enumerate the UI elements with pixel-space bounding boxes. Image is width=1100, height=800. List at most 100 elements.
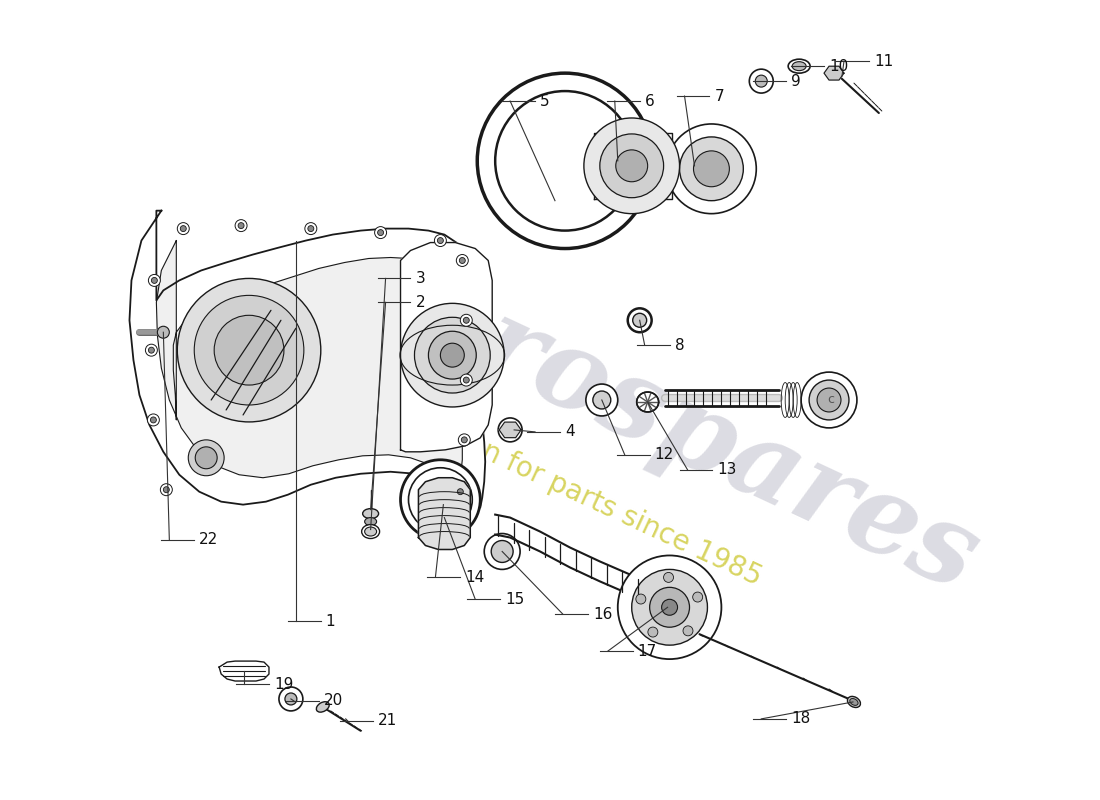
Text: 4: 4 xyxy=(565,424,574,439)
Circle shape xyxy=(456,254,469,266)
Polygon shape xyxy=(499,422,521,438)
Circle shape xyxy=(661,599,678,615)
Circle shape xyxy=(650,587,690,627)
Circle shape xyxy=(628,308,651,332)
Text: 20: 20 xyxy=(323,694,343,709)
Text: 13: 13 xyxy=(717,462,737,478)
Text: 12: 12 xyxy=(654,447,674,462)
Text: 8: 8 xyxy=(674,338,684,353)
Text: 6: 6 xyxy=(645,94,654,109)
Ellipse shape xyxy=(364,527,376,536)
Circle shape xyxy=(463,377,470,383)
Circle shape xyxy=(145,344,157,356)
Circle shape xyxy=(279,687,302,711)
Circle shape xyxy=(810,380,849,420)
Circle shape xyxy=(148,274,161,286)
Circle shape xyxy=(305,222,317,234)
Circle shape xyxy=(460,314,472,326)
Polygon shape xyxy=(400,242,492,452)
Circle shape xyxy=(498,418,522,442)
Text: 3: 3 xyxy=(416,271,426,286)
Circle shape xyxy=(461,437,468,443)
Circle shape xyxy=(377,230,384,235)
Circle shape xyxy=(683,626,693,636)
Text: 2: 2 xyxy=(416,295,425,310)
Polygon shape xyxy=(824,66,844,80)
Circle shape xyxy=(600,134,663,198)
Circle shape xyxy=(152,278,157,283)
Circle shape xyxy=(817,388,842,412)
Ellipse shape xyxy=(847,696,860,707)
Circle shape xyxy=(147,414,160,426)
Polygon shape xyxy=(130,210,485,508)
Circle shape xyxy=(177,222,189,234)
Circle shape xyxy=(618,555,722,659)
Circle shape xyxy=(477,73,652,249)
Ellipse shape xyxy=(637,392,659,412)
Circle shape xyxy=(428,331,476,379)
Text: 19: 19 xyxy=(274,677,294,691)
Circle shape xyxy=(148,347,154,353)
Circle shape xyxy=(663,573,673,582)
Circle shape xyxy=(285,693,297,705)
Text: 15: 15 xyxy=(505,592,525,607)
Circle shape xyxy=(177,278,321,422)
Ellipse shape xyxy=(317,702,329,712)
Text: a passion for parts since 1985: a passion for parts since 1985 xyxy=(374,388,766,591)
Circle shape xyxy=(415,318,491,393)
Circle shape xyxy=(438,238,443,243)
Circle shape xyxy=(161,484,173,496)
Circle shape xyxy=(458,489,463,494)
Circle shape xyxy=(484,534,520,570)
Ellipse shape xyxy=(792,62,806,70)
Text: 14: 14 xyxy=(465,570,484,585)
Circle shape xyxy=(492,541,513,562)
Text: 21: 21 xyxy=(377,714,397,728)
Text: 10: 10 xyxy=(829,58,848,74)
Circle shape xyxy=(495,91,635,230)
Text: 7: 7 xyxy=(714,89,724,103)
Circle shape xyxy=(238,222,244,229)
Text: 11: 11 xyxy=(873,54,893,69)
Polygon shape xyxy=(219,661,270,681)
Ellipse shape xyxy=(362,525,380,538)
Text: 5: 5 xyxy=(540,94,550,109)
Circle shape xyxy=(693,151,729,186)
Circle shape xyxy=(667,124,757,214)
Circle shape xyxy=(584,118,680,214)
Circle shape xyxy=(214,315,284,385)
Circle shape xyxy=(460,374,472,386)
Circle shape xyxy=(593,391,611,409)
Circle shape xyxy=(408,468,472,531)
Polygon shape xyxy=(594,133,672,198)
Circle shape xyxy=(454,486,466,498)
Circle shape xyxy=(459,434,471,446)
Ellipse shape xyxy=(850,698,858,706)
Text: c: c xyxy=(827,394,835,406)
Circle shape xyxy=(616,150,648,182)
Text: 18: 18 xyxy=(791,711,811,726)
Circle shape xyxy=(308,226,314,231)
Circle shape xyxy=(648,627,658,637)
Circle shape xyxy=(434,234,447,246)
Circle shape xyxy=(180,226,186,231)
Text: 16: 16 xyxy=(593,606,613,622)
Circle shape xyxy=(195,295,304,405)
Text: 1: 1 xyxy=(326,614,336,629)
Polygon shape xyxy=(418,478,471,550)
Text: 9: 9 xyxy=(791,74,801,89)
Circle shape xyxy=(749,69,773,93)
Polygon shape xyxy=(156,241,462,488)
Circle shape xyxy=(163,486,169,493)
Text: eurospares: eurospares xyxy=(324,226,994,614)
Circle shape xyxy=(680,137,744,201)
Circle shape xyxy=(586,384,618,416)
Circle shape xyxy=(188,440,224,476)
Ellipse shape xyxy=(364,518,376,526)
Circle shape xyxy=(440,343,464,367)
Circle shape xyxy=(195,447,217,469)
Circle shape xyxy=(235,220,248,231)
Circle shape xyxy=(460,258,465,263)
Circle shape xyxy=(801,372,857,428)
Ellipse shape xyxy=(363,509,378,518)
